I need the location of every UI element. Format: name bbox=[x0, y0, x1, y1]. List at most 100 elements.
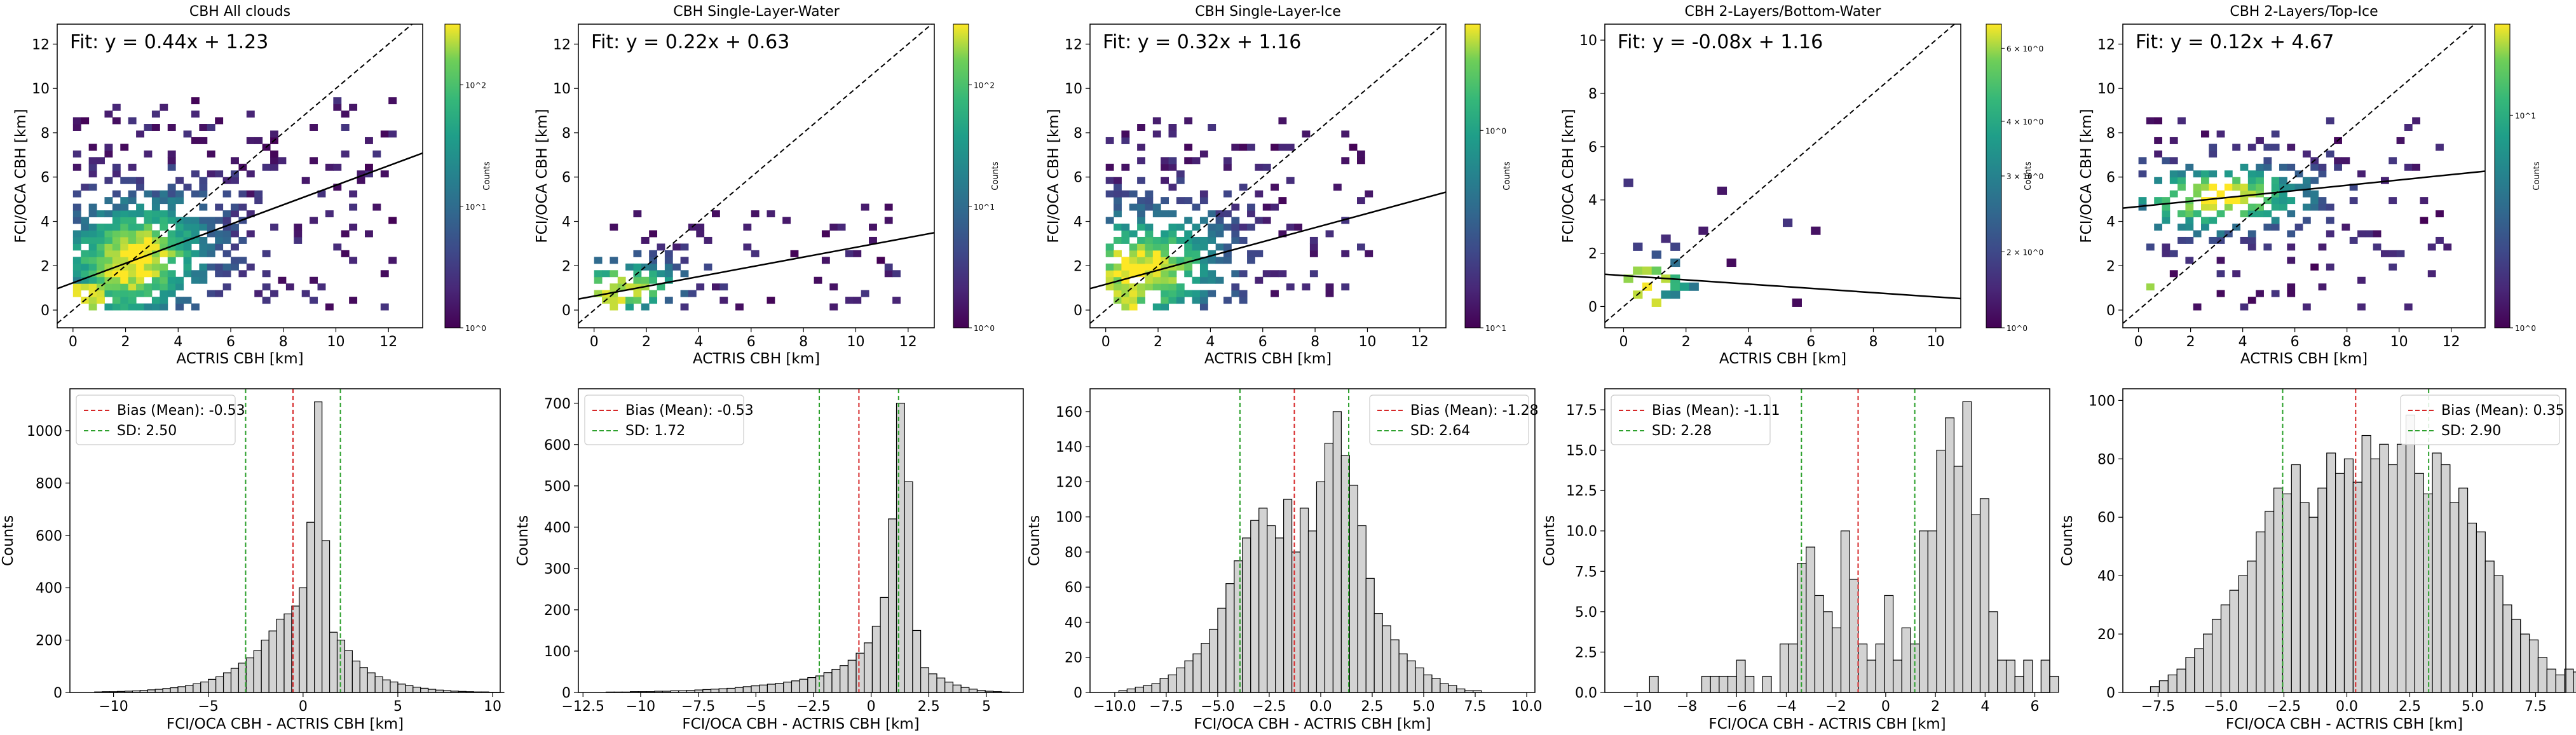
heat-cell bbox=[1215, 230, 1224, 238]
heat-cell bbox=[199, 184, 208, 191]
heat-cell bbox=[160, 263, 168, 271]
histogram-panel-3: −10.0 −7.5 −5.0 −2.5 0.0 2.5 5.0 7.5 10.0 0 20 40 60… bbox=[1026, 388, 1543, 732]
heat-cell bbox=[207, 124, 215, 131]
heat-cell bbox=[751, 250, 760, 257]
hist-bar bbox=[1316, 481, 1326, 693]
heat-cell bbox=[136, 210, 145, 218]
heat-cell bbox=[128, 163, 137, 171]
heat-cell bbox=[2302, 150, 2311, 158]
heat-cell bbox=[167, 283, 176, 291]
hist-bar bbox=[1431, 678, 1441, 693]
heat-cell bbox=[2263, 163, 2272, 171]
colorbar-tick-label: 10^1 bbox=[974, 203, 995, 212]
heat-cell bbox=[1168, 157, 1177, 165]
y-tick-label: 2 bbox=[1073, 259, 1082, 274]
hist-bar bbox=[2317, 487, 2327, 693]
heat-cell bbox=[254, 197, 263, 205]
y-tick-label: 8 bbox=[1073, 126, 1082, 142]
hist-bar bbox=[1762, 675, 1772, 693]
heat-cell bbox=[2310, 190, 2319, 198]
heat-cell bbox=[2169, 137, 2178, 144]
heat-cell bbox=[112, 163, 121, 171]
heat-cell bbox=[112, 243, 121, 251]
heat-cell bbox=[246, 170, 255, 178]
heat-cell bbox=[175, 297, 184, 304]
y-tick-label: 17.5 bbox=[1566, 403, 1597, 419]
heat-cell bbox=[649, 257, 658, 264]
heat-cell bbox=[183, 130, 192, 138]
heat-cell bbox=[238, 203, 247, 211]
heat-cell bbox=[222, 190, 231, 198]
heat-cell bbox=[2162, 157, 2171, 165]
heat-cell bbox=[160, 190, 168, 198]
heat-cell bbox=[128, 177, 137, 184]
heat-cell bbox=[1255, 250, 1264, 257]
heat-cell bbox=[1129, 203, 1138, 211]
y-tick-label: 0 bbox=[1073, 685, 1082, 701]
heat-cell bbox=[1114, 203, 1122, 211]
heat-cell bbox=[1325, 283, 1334, 291]
heat-cell bbox=[2310, 177, 2319, 184]
heat-cell bbox=[120, 270, 129, 278]
heat-cell bbox=[2201, 217, 2209, 224]
x-tick-label: 8 bbox=[2343, 334, 2352, 350]
x-tick-label: −10 bbox=[626, 699, 655, 715]
heat-cell bbox=[88, 263, 97, 271]
heat-cell bbox=[270, 163, 278, 171]
scatter-title: CBH 2-Layers/Bottom-Water bbox=[1685, 4, 1882, 20]
hist-bar bbox=[799, 678, 808, 693]
y-tick-label: 0 bbox=[562, 685, 571, 701]
heat-cell bbox=[2373, 243, 2382, 251]
heat-cell bbox=[1357, 197, 1365, 205]
heat-cell bbox=[633, 210, 642, 218]
heat-cell bbox=[2436, 144, 2444, 151]
heat-cell bbox=[1129, 303, 1138, 311]
heat-cell bbox=[664, 270, 673, 278]
heat-cell bbox=[2193, 170, 2202, 178]
hist-bar bbox=[855, 652, 865, 693]
heat-cell bbox=[1137, 224, 1145, 231]
heat-cell bbox=[625, 263, 634, 271]
x-tick-label: 8 bbox=[1869, 334, 1877, 350]
heat-cell bbox=[853, 297, 862, 304]
heat-cell bbox=[2224, 203, 2233, 211]
hist-bar bbox=[1184, 660, 1194, 693]
y-tick-label: 15.0 bbox=[1566, 443, 1597, 459]
heat-cell bbox=[341, 124, 350, 131]
heat-cell bbox=[2201, 224, 2209, 231]
heat-cell bbox=[1105, 137, 1114, 144]
heat-cell bbox=[1670, 242, 1680, 251]
heat-cell bbox=[2302, 177, 2311, 184]
colorbar-tick-label: 10^2 bbox=[974, 81, 995, 90]
heat-cell bbox=[625, 303, 634, 311]
heat-cell bbox=[2256, 163, 2264, 171]
heat-cell bbox=[1121, 163, 1130, 171]
heat-cell bbox=[1208, 236, 1216, 244]
hist-bar bbox=[1258, 508, 1268, 693]
heat-cell bbox=[2209, 217, 2218, 224]
heat-cell bbox=[1176, 257, 1185, 264]
hist-bar bbox=[1997, 659, 2007, 693]
y-tick-label: 140 bbox=[1056, 440, 1082, 455]
x-tick-label: 10 bbox=[847, 334, 864, 350]
heat-cell bbox=[2216, 230, 2225, 238]
heat-cell bbox=[81, 263, 90, 271]
y-tick-label: 0 bbox=[562, 303, 571, 319]
heat-cell bbox=[1223, 250, 1232, 257]
heat-cell bbox=[1161, 236, 1169, 244]
legend-sd-label: SD: 2.90 bbox=[2441, 423, 2501, 439]
heat-cell bbox=[333, 163, 342, 171]
hist-bar bbox=[2555, 674, 2565, 693]
y-tick-label: 120 bbox=[1056, 475, 1082, 490]
heat-cell bbox=[1121, 257, 1130, 264]
heat-cell bbox=[222, 177, 231, 184]
heat-cell bbox=[2193, 303, 2202, 311]
heat-cell bbox=[2177, 236, 2186, 244]
heat-cell bbox=[151, 203, 160, 211]
hist-bar bbox=[2546, 668, 2556, 693]
heat-cell bbox=[884, 270, 893, 278]
heat-cell bbox=[1168, 276, 1177, 284]
heat-cell bbox=[104, 224, 113, 231]
heat-cell bbox=[222, 230, 231, 238]
hist-bar bbox=[2238, 575, 2248, 693]
